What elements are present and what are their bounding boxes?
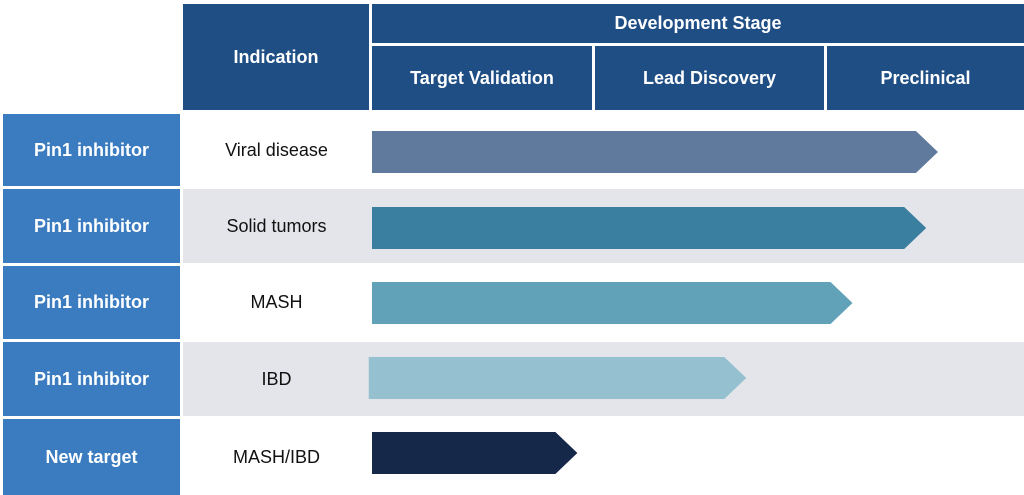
indication-label: MASH/IBD <box>232 446 320 467</box>
program-label: Pin1 inhibitor <box>3 266 180 339</box>
program-label: Pin1 inhibitor <box>3 189 180 263</box>
program-label: New target <box>3 419 180 495</box>
indication-label: Viral disease <box>225 139 328 160</box>
program-label: Pin1 inhibitor <box>3 342 180 416</box>
progress-arrow <box>372 432 578 474</box>
progress-arrow <box>372 282 853 324</box>
progress-arrow <box>368 357 747 399</box>
stage-header-target-validation: Target Validation <box>372 46 592 110</box>
progress-arrow <box>372 131 938 173</box>
stage-header-lead-discovery: Lead Discovery <box>595 46 824 110</box>
program-label: Pin1 inhibitor <box>3 114 180 186</box>
indication-label: MASH <box>250 292 303 312</box>
indication-label: IBD <box>261 368 292 389</box>
development-stage-header: Development Stage <box>372 4 1024 43</box>
progress-arrow <box>372 207 927 249</box>
indication-label: Solid tumors <box>226 215 327 236</box>
indication-header: Indication <box>183 4 369 110</box>
stage-header-preclinical: Preclinical <box>827 46 1024 110</box>
